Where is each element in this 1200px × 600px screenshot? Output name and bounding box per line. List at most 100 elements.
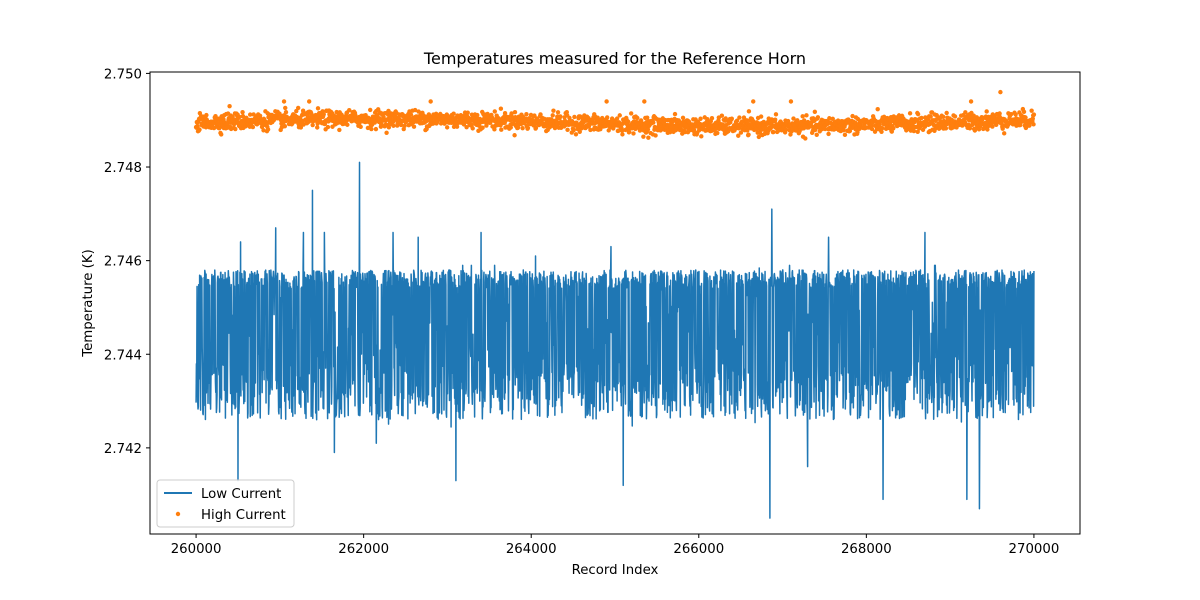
high-current-point <box>388 116 393 122</box>
x-tick-label: 268000 <box>841 542 892 557</box>
high-current-point <box>715 130 720 136</box>
high-current-point <box>846 117 851 122</box>
high-current-point <box>204 112 209 118</box>
high-current-point <box>347 107 352 113</box>
y-tick-label: 2.746 <box>104 255 142 270</box>
high-current-point <box>398 122 404 128</box>
high-current-point <box>631 131 636 136</box>
x-axis: 260000 262000 264000 266000 268000 270000 <box>171 534 1059 557</box>
high-current-point <box>815 115 821 120</box>
high-current-point <box>642 99 647 104</box>
high-current-point <box>498 106 504 111</box>
high-current-point <box>509 111 514 116</box>
high-current-point <box>984 109 989 114</box>
high-current-point <box>756 134 762 140</box>
high-current-point <box>637 128 643 133</box>
high-current-point <box>812 109 818 115</box>
high-current-point <box>1027 123 1032 128</box>
high-current-point <box>195 124 200 129</box>
high-current-point <box>758 114 764 119</box>
high-current-point <box>869 126 875 132</box>
high-current-point <box>306 99 312 104</box>
high-current-point <box>283 109 289 115</box>
y-tick-label: 2.750 <box>104 67 142 82</box>
high-current-point <box>502 111 508 116</box>
x-tick-label: 264000 <box>506 542 557 557</box>
high-current-point <box>265 127 271 132</box>
high-current-point <box>391 123 396 128</box>
legend-label-high-current: High Current <box>201 508 286 523</box>
high-current-point <box>915 111 921 117</box>
high-current-point <box>966 122 971 128</box>
legend: Low Current High Current <box>156 479 295 528</box>
high-current-point <box>604 99 609 104</box>
high-current-point <box>691 127 697 133</box>
high-current-point <box>577 129 582 134</box>
high-current-point <box>738 130 744 135</box>
high-current-point <box>282 124 288 129</box>
legend-label-low-current: Low Current <box>201 487 281 502</box>
high-current-point <box>776 128 781 133</box>
high-current-point <box>1013 112 1018 117</box>
high-current-point <box>261 128 266 133</box>
high-current-point <box>830 116 835 122</box>
y-tick-label: 2.748 <box>104 161 142 176</box>
high-current-point <box>968 99 974 104</box>
high-current-point <box>744 118 750 123</box>
high-current-point <box>698 116 703 121</box>
high-current-point <box>604 115 610 120</box>
high-current-point <box>614 116 620 121</box>
high-current-point <box>985 127 990 132</box>
high-current-point <box>512 109 518 115</box>
high-current-point <box>197 127 202 132</box>
high-current-point <box>814 132 819 137</box>
high-current-point <box>1031 122 1036 127</box>
high-current-point <box>283 105 288 111</box>
low-current-line <box>195 161 1035 519</box>
high-current-point <box>680 115 686 121</box>
high-current-point <box>588 127 593 133</box>
high-current-point <box>1031 112 1037 117</box>
high-current-point <box>1030 116 1035 121</box>
high-current-point <box>475 112 480 118</box>
high-current-point <box>337 127 342 133</box>
high-current-point <box>645 127 651 132</box>
high-current-point <box>771 129 776 135</box>
high-current-point <box>408 112 414 117</box>
high-current-point <box>620 132 625 137</box>
high-current-point <box>907 111 913 116</box>
high-current-point <box>641 134 646 139</box>
high-current-point <box>855 129 860 135</box>
high-current-point <box>617 113 622 118</box>
high-current-point <box>465 110 470 115</box>
high-current-point <box>571 128 576 133</box>
high-current-point <box>651 120 656 125</box>
high-current-point <box>785 118 791 124</box>
high-current-point <box>240 110 245 115</box>
high-current-point <box>233 126 238 132</box>
high-current-point <box>412 107 418 113</box>
high-current-point <box>783 127 789 132</box>
high-current-point <box>826 131 831 137</box>
high-current-point <box>315 106 321 111</box>
high-current-point <box>444 125 450 130</box>
high-current-point <box>1029 108 1034 113</box>
high-current-point <box>791 116 796 121</box>
chart-title: Temperatures measured for the Reference … <box>423 49 806 68</box>
high-current-point <box>967 126 973 131</box>
high-current-point <box>759 127 764 132</box>
axes-frame <box>149 71 1081 535</box>
high-current-point <box>911 128 917 134</box>
high-current-point <box>365 125 371 131</box>
high-current-point <box>520 125 525 131</box>
high-current-point <box>909 117 914 122</box>
high-current-point <box>997 111 1002 116</box>
legend-swatch-high-current <box>175 511 181 517</box>
high-current-point <box>803 136 808 141</box>
high-current-point <box>952 114 958 119</box>
high-current-point <box>944 110 949 116</box>
high-current-point <box>628 111 634 116</box>
high-current-point <box>611 126 616 131</box>
high-current-point <box>368 107 373 113</box>
series-low-current <box>195 161 1035 519</box>
